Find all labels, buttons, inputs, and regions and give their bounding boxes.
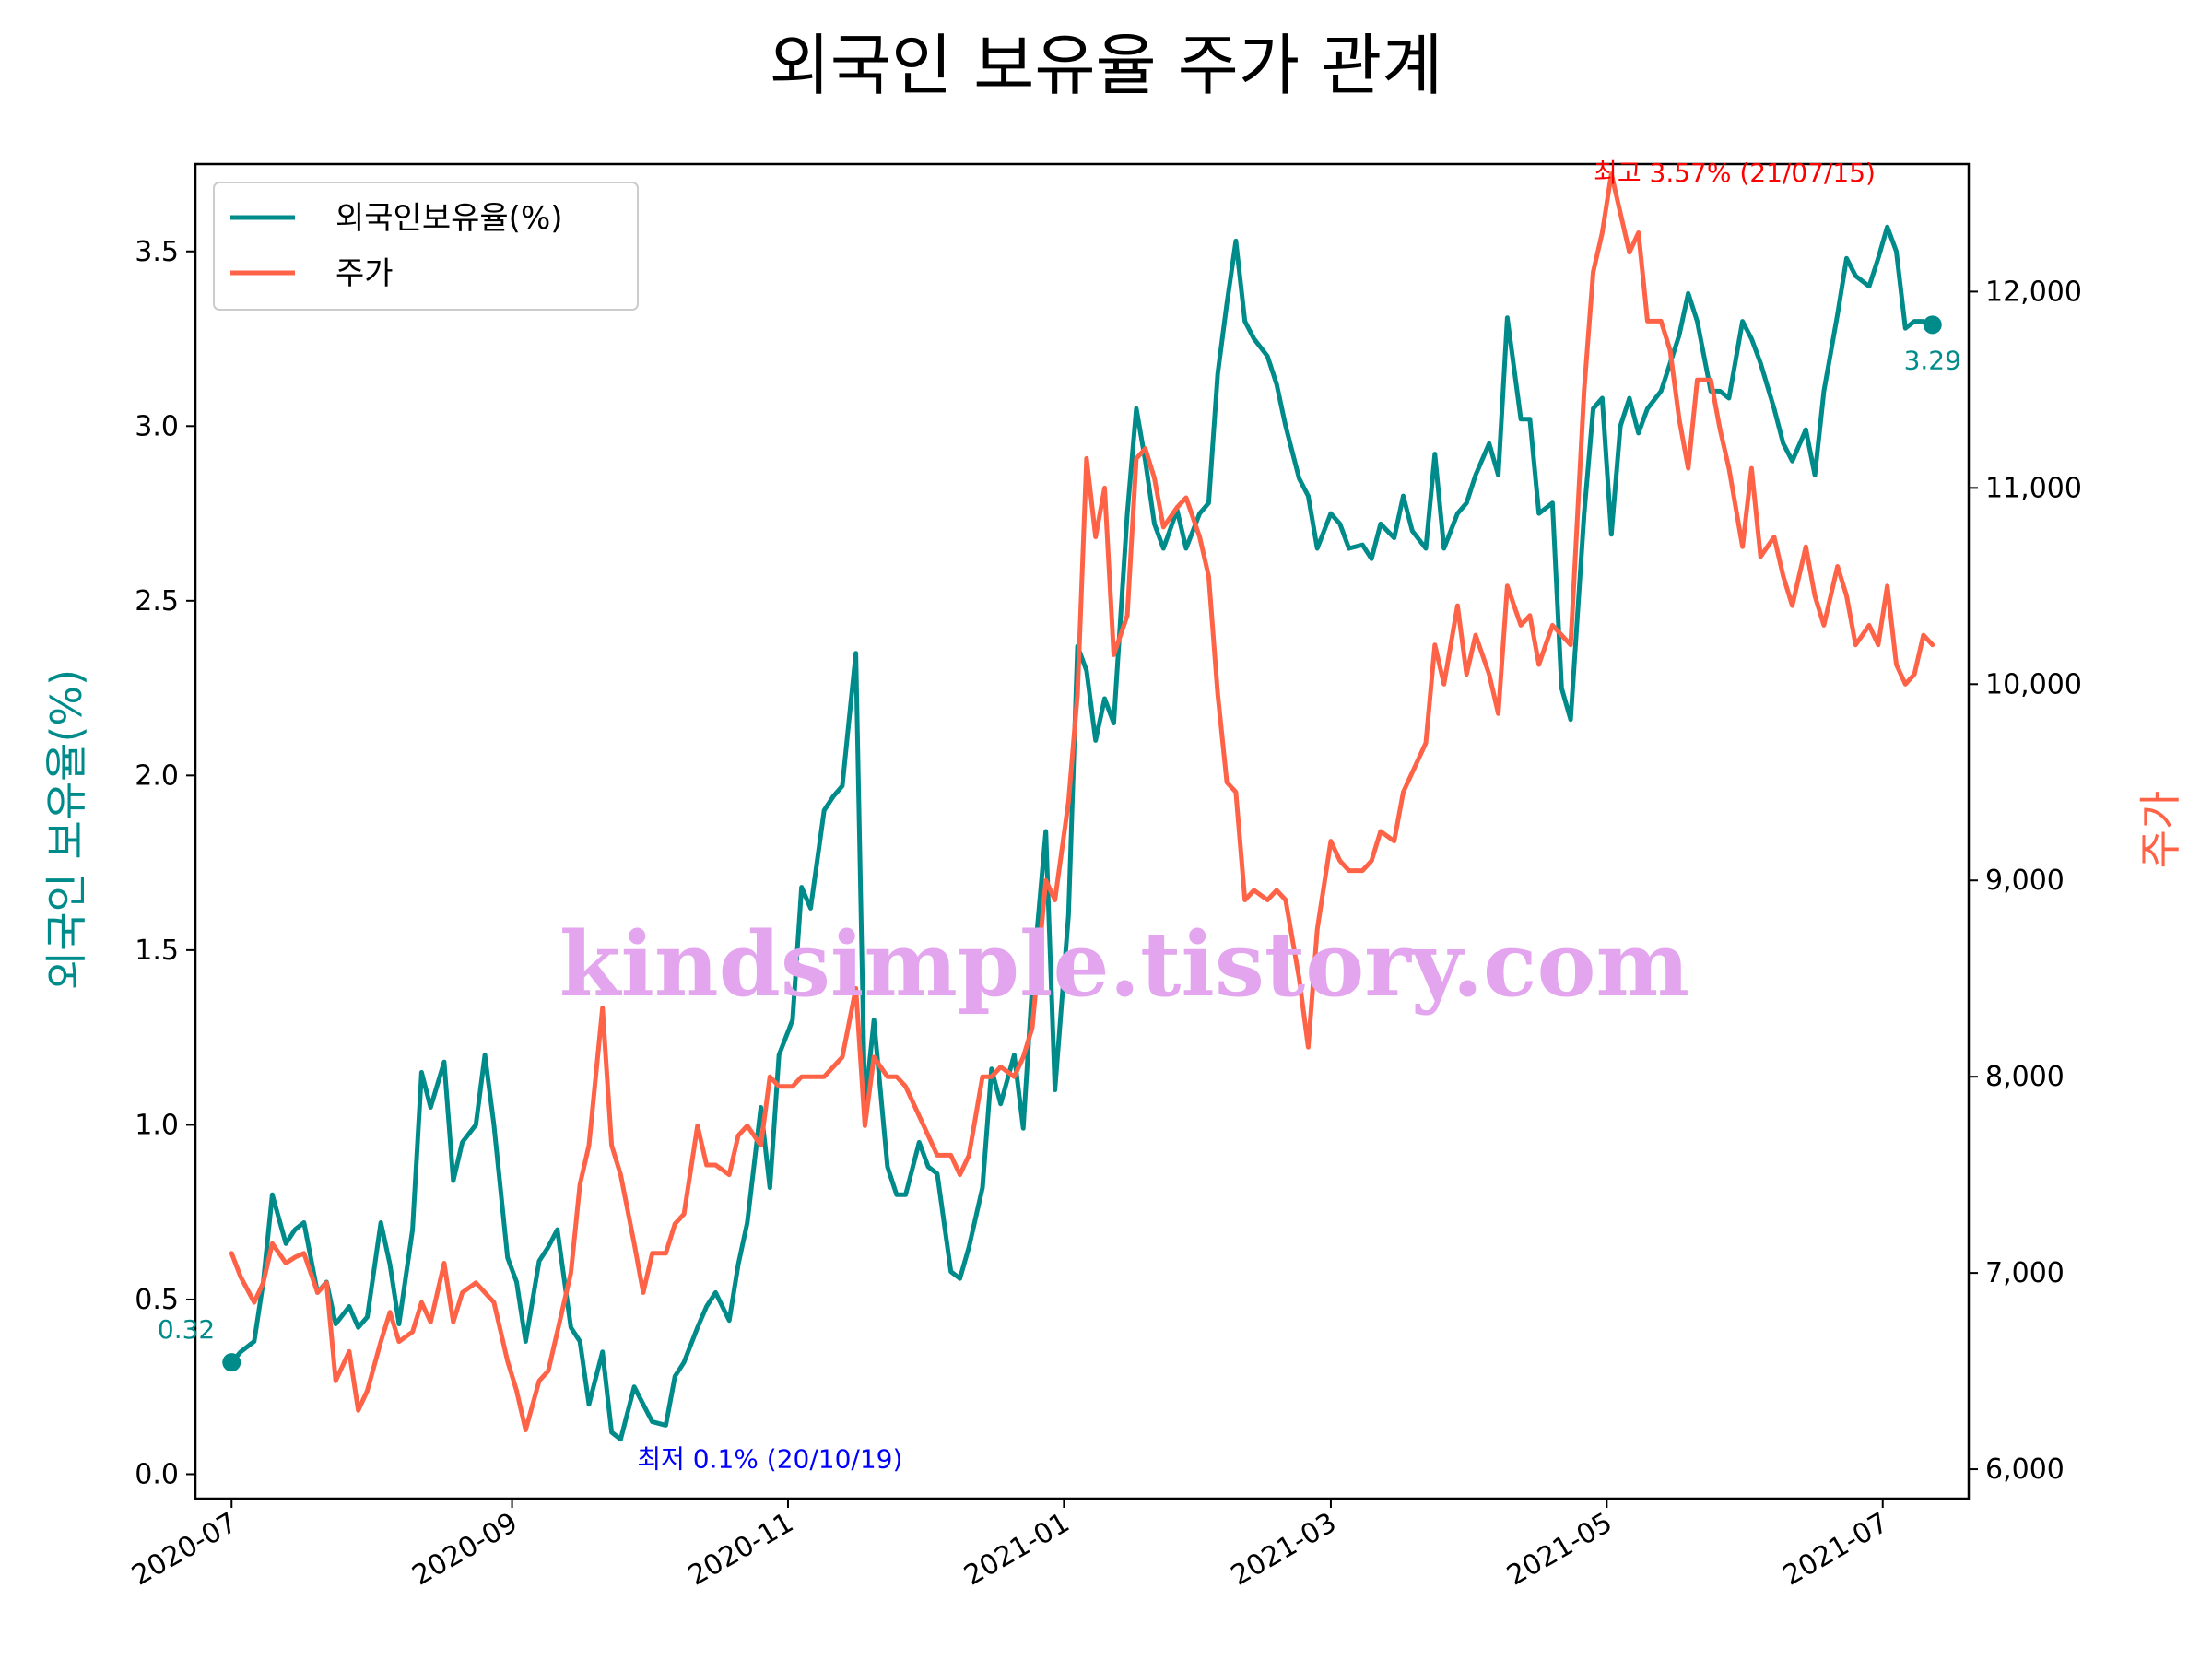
plot-frame [194, 162, 1971, 1500]
right-tick-label: 6,000 [1985, 1453, 2065, 1486]
annotation-label-start-value: 0.32 [158, 1314, 215, 1345]
left-tick-label: 3.5 [135, 236, 179, 268]
legend: 외국인보유율(%) 주가 [213, 182, 639, 311]
left-tick-label: 1.0 [135, 1109, 179, 1141]
right-tick-label: 10,000 [1985, 668, 2082, 700]
left-tick-label: 0.0 [135, 1458, 179, 1490]
left-tick-label: 3.0 [135, 410, 179, 442]
annotation-label-end-value: 3.29 [1904, 345, 1961, 375]
annotation-layer: 0.32 3.29 최저 0.1% (20/10/19) 최고 3.57% (21/0… [158, 158, 1961, 1475]
left-tick-label: 1.5 [135, 935, 179, 967]
series-layer [229, 171, 1936, 1442]
annotation-label-max: 최고 3.57% (21/07/15) [1594, 158, 1876, 188]
left-tick-label: 2.0 [135, 759, 179, 792]
left-axis-label: 외국인 보유율(%) [41, 669, 91, 990]
right-tick-label: 9,000 [1985, 865, 2065, 897]
series-line-foreign-ratio [229, 224, 1936, 1442]
annotation-label-min: 최저 0.1% (20/10/19) [637, 1444, 902, 1475]
right-tick-label: 8,000 [1985, 1061, 2065, 1093]
series-line-price [229, 171, 1936, 1432]
right-axis: 6,000 7,000 8,000 9,000 10,000 11,000 12,000 [1969, 276, 2082, 1486]
watermark: kindsimple.tistory.com [559, 912, 1689, 1017]
right-tick-label: 12,000 [1985, 276, 2082, 308]
right-tick-label: 11,000 [1985, 472, 2082, 504]
legend-label-price: 주가 [335, 255, 394, 292]
left-tick-label: 2.5 [135, 585, 179, 618]
left-tick-label: 0.5 [135, 1284, 179, 1316]
right-tick-label: 7,000 [1985, 1257, 2065, 1289]
annotation-marker-end-value [1923, 315, 1942, 335]
legend-label-foreign-ratio: 외국인보유율(%) [335, 200, 563, 237]
chart-title: 외국인 보유율 주가 관계 [769, 27, 1442, 104]
left-axis: 0.0 0.5 1.0 1.5 2.0 2.5 3.0 3.5 [135, 236, 195, 1490]
annotation-marker-start-value [222, 1353, 241, 1372]
legend-box [213, 182, 639, 311]
right-axis-label: 주가 [2136, 791, 2185, 869]
